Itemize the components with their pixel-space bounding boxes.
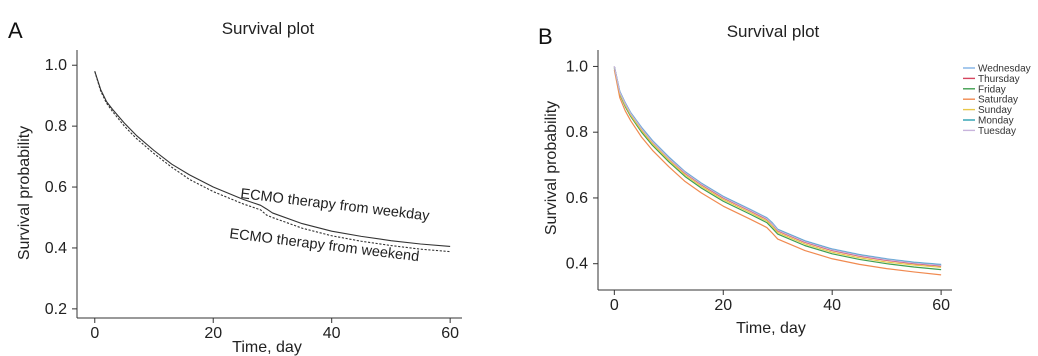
panel-b-x-tick-label: 40 [823,297,841,314]
panel-a-y-tick-label: 0.6 [45,179,67,196]
panel-a-series-line-ecmo-therapy-from-weekday [94,71,451,247]
panel-b: B Survival plot Survival probability Tim… [538,22,1031,337]
panel-a-y-tick-label: 1.0 [45,57,67,74]
panel-b-series-line-friday [613,67,942,271]
panel-b-series-line-monday [613,66,942,266]
legend-label-sunday: Sunday [978,105,1012,116]
panel-b-title: Survival plot [727,22,820,41]
panel-b-series-line-sunday [613,66,942,268]
panel-b-y-tick-label: 0.4 [566,256,588,273]
panel-b-x-axis-label: Time, day [736,320,806,337]
legend-label-wednesday: Wednesday [978,64,1031,75]
panel-b-x-tick-label: 60 [932,297,950,314]
panel-a-x-tick-label: 20 [204,325,222,342]
legend-label-saturday: Saturday [978,95,1018,106]
panel-a-letter: A [8,18,23,43]
panel-a-y-tick-label: 0.8 [45,118,67,135]
legend-label-thursday: Thursday [978,74,1020,85]
panel-b-series-line-saturday [613,69,942,276]
panel-a-y-axis-label: Survival probability [16,126,33,260]
annotation-weekend: ECMO therapy from weekend [229,226,421,265]
panel-a-x-tick-label: 60 [441,325,459,342]
panel-b-series-line-thursday [613,66,942,267]
panel-b-y-tick-label: 0.6 [566,190,588,207]
panel-b-legend: WednesdayThursdayFridaySaturdaySundayMon… [963,64,1031,137]
legend-label-tuesday: Tuesday [978,126,1016,137]
panel-b-x-tick-label: 0 [610,297,619,314]
panel-b-y-tick-label: 1.0 [566,58,588,75]
panel-a-series-line-ecmo-therapy-from-weekend [94,71,451,253]
panel-b-y-axis-label: Survival probability [543,101,560,235]
panel-a-lines [94,71,451,253]
panel-a-axes: 0 20 40 60 0.2 0.4 0.6 0.8 1.0 [45,50,462,342]
panel-a-x-tick-label: 40 [323,325,341,342]
panel-b-lines [613,66,942,276]
panel-a-y-tick-label: 0.4 [45,240,67,257]
panel-b-x-tick-label: 20 [714,297,732,314]
legend-label-monday: Monday [978,116,1014,127]
panel-a-y-tick-label: 0.2 [45,301,67,318]
panel-b-series-line-tuesday [613,66,942,266]
panel-a-title: Survival plot [222,19,315,38]
panel-b-letter: B [538,24,553,49]
annotation-weekday: ECMO therapy from weekday [240,186,431,224]
panel-a: A Survival plot Survival probability Tim… [8,18,462,356]
panel-b-y-tick-label: 0.8 [566,124,588,141]
panel-a-x-tick-label: 0 [90,325,99,342]
legend-label-friday: Friday [978,84,1006,95]
panel-b-axes: 0 20 40 60 0.4 0.6 0.8 1.0 [566,50,952,314]
panel-a-x-axis-label: Time, day [232,339,302,356]
